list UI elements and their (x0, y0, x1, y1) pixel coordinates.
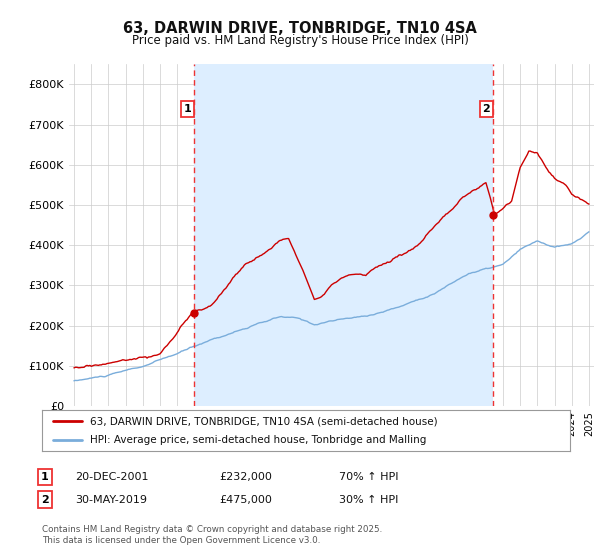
Text: 2: 2 (41, 494, 49, 505)
Bar (194, 64, 493, 406)
Text: 30-MAY-2019: 30-MAY-2019 (75, 494, 147, 505)
Text: Price paid vs. HM Land Registry's House Price Index (HPI): Price paid vs. HM Land Registry's House … (131, 34, 469, 46)
Text: £475,000: £475,000 (219, 494, 272, 505)
Text: 70% ↑ HPI: 70% ↑ HPI (339, 472, 398, 482)
Text: 30% ↑ HPI: 30% ↑ HPI (339, 494, 398, 505)
Text: £232,000: £232,000 (219, 472, 272, 482)
Text: Contains HM Land Registry data © Crown copyright and database right 2025.
This d: Contains HM Land Registry data © Crown c… (42, 525, 382, 545)
Text: 1: 1 (41, 472, 49, 482)
Text: HPI: Average price, semi-detached house, Tonbridge and Malling: HPI: Average price, semi-detached house,… (89, 435, 426, 445)
Text: 63, DARWIN DRIVE, TONBRIDGE, TN10 4SA: 63, DARWIN DRIVE, TONBRIDGE, TN10 4SA (123, 21, 477, 36)
Text: 63, DARWIN DRIVE, TONBRIDGE, TN10 4SA (semi-detached house): 63, DARWIN DRIVE, TONBRIDGE, TN10 4SA (s… (89, 417, 437, 426)
Text: 2: 2 (482, 104, 490, 114)
Text: 1: 1 (184, 104, 191, 114)
Text: 20-DEC-2001: 20-DEC-2001 (75, 472, 149, 482)
